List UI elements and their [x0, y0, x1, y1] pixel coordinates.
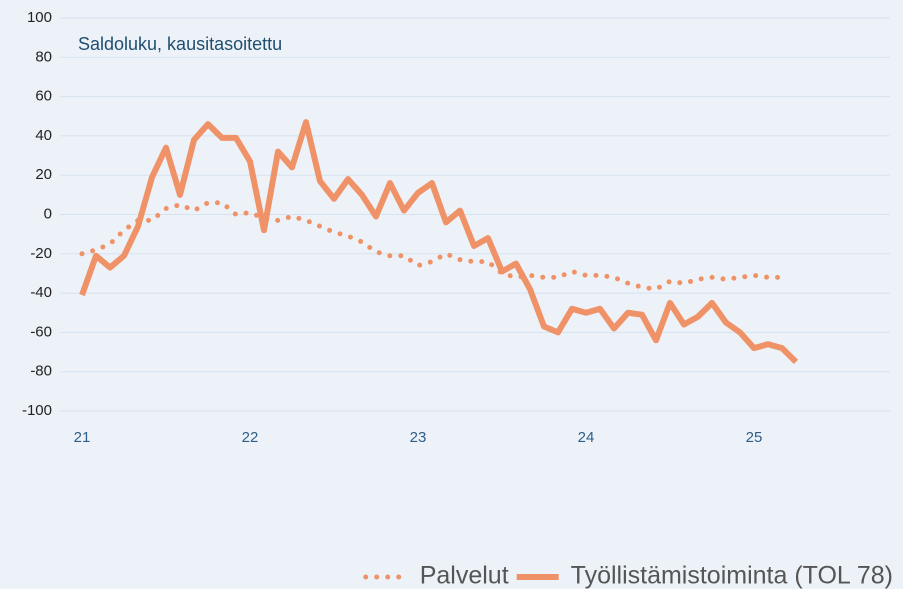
legend-label: Palvelut [420, 562, 509, 589]
y-tick-label: -100 [22, 402, 52, 419]
y-tick-label: 40 [35, 127, 52, 144]
x-tick-label: 25 [746, 429, 763, 446]
x-tick-label: 24 [578, 429, 595, 446]
y-tick-label: 0 [44, 205, 52, 222]
y-tick-label: 20 [35, 166, 52, 183]
line-series [79, 119, 799, 365]
y-tick-label: -20 [30, 245, 52, 262]
x-tick-label: 22 [242, 429, 259, 446]
y-tick-label: -80 [30, 363, 52, 380]
y-tick-label: 60 [35, 88, 52, 105]
y-tick-label: -40 [30, 284, 52, 301]
annotation: Saldoluku, kausitasoitettu [78, 34, 282, 54]
y-tick-label: 100 [27, 9, 52, 26]
y-tick-label: 80 [35, 48, 52, 65]
x-tick-label: 23 [410, 429, 427, 446]
y-tick-label: -60 [30, 323, 52, 340]
x-tick-label: 21 [74, 429, 91, 446]
line-series [79, 200, 785, 292]
legend-label: Työllistämistoiminta (TOL 78) [571, 562, 893, 589]
